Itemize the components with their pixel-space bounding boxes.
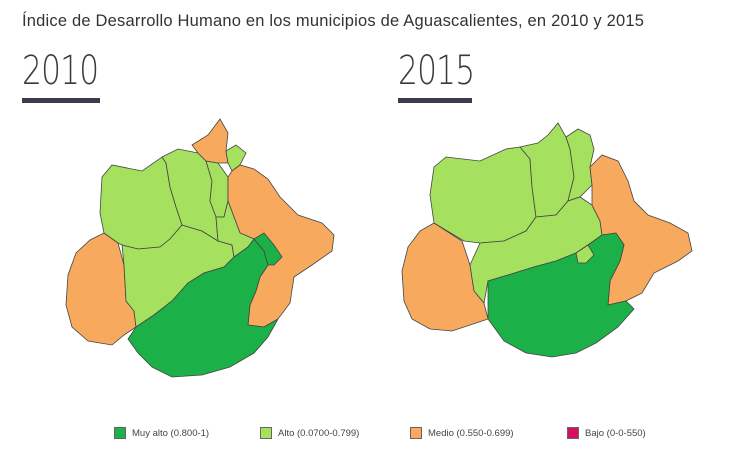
legend: Muy alto (0.800-1) Alto (0.0700-0.799) M… (0, 427, 746, 445)
year-label-2010: 2010 (22, 48, 99, 94)
year-label-2015: 2015 (398, 48, 475, 94)
municipality-capital-muy-alto (253, 232, 283, 266)
legend-swatch-alto (260, 427, 272, 439)
legend-swatch-bajo (567, 427, 579, 439)
map-2015 (401, 122, 693, 358)
municipality-east-medio (589, 154, 693, 306)
legend-label-medio: Medio (0.550-0.699) (428, 427, 514, 439)
legend-label-alto: Alto (0.0700-0.799) (278, 427, 360, 439)
legend-item-muy-alto: Muy alto (0.800-1) (114, 427, 209, 439)
legend-item-alto: Alto (0.0700-0.799) (260, 427, 359, 439)
municipality-southeast-muy-alto (487, 232, 635, 358)
municipality-west-alto (429, 146, 537, 244)
map-2010 (65, 118, 335, 378)
legend-swatch-medio (410, 427, 422, 439)
legend-item-medio: Medio (0.550-0.699) (410, 427, 514, 439)
year-underline-2010 (22, 98, 100, 103)
legend-item-bajo: Bajo (0-0-550) (567, 427, 646, 439)
legend-label-muy-alto: Muy alto (0.800-1) (132, 427, 210, 439)
legend-swatch-muy-alto (114, 427, 126, 439)
municipality-southeast-muy-alto (127, 238, 280, 378)
municipality-small-alto (575, 244, 595, 264)
chart-title: Índice de Desarrollo Humano en los munic… (22, 12, 645, 30)
legend-label-bajo: Bajo (0-0-550) (585, 427, 646, 439)
year-underline-2015 (398, 98, 472, 103)
